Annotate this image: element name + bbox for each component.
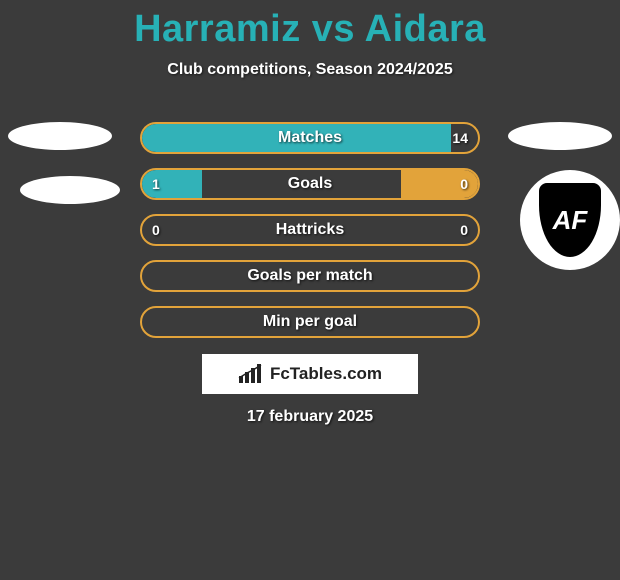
bar-label: Goals — [142, 170, 478, 198]
player2-ellipse — [508, 122, 612, 150]
bar-label: Min per goal — [142, 308, 478, 336]
subtitle: Club competitions, Season 2024/2025 — [0, 61, 620, 79]
player1-ellipse-2 — [20, 176, 120, 204]
bar-label: Goals per match — [142, 262, 478, 290]
club-badge: AF — [520, 170, 620, 270]
page-title: Harramiz vs Aidara — [0, 0, 620, 51]
bar-value-right: 0 — [450, 216, 478, 244]
comparison-bars: Matches14Goals10Hattricks00Goals per mat… — [140, 122, 480, 352]
bar-row: Hattricks0 0 — [140, 214, 480, 246]
bar-row: Goals per match — [140, 260, 480, 292]
bar-value-right: 14 — [442, 124, 478, 152]
bar-value-right: 0 — [450, 170, 478, 198]
bar-row: Goals1 0 — [140, 168, 480, 200]
club-badge-text: AF — [553, 205, 588, 236]
footer-date: 17 february 2025 — [0, 408, 620, 426]
bar-row: Matches14 — [140, 122, 480, 154]
brand-text: FcTables.com — [270, 364, 382, 384]
brand-box: FcTables.com — [202, 354, 418, 394]
bar-label: Hattricks — [142, 216, 478, 244]
bar-value-left: 0 — [142, 216, 170, 244]
bar-value-left: 1 — [142, 170, 170, 198]
player1-ellipse-1 — [8, 122, 112, 150]
club-badge-shield: AF — [539, 183, 601, 257]
bar-row: Min per goal — [140, 306, 480, 338]
brand-chart-icon — [238, 364, 264, 384]
bar-label: Matches — [142, 124, 478, 152]
